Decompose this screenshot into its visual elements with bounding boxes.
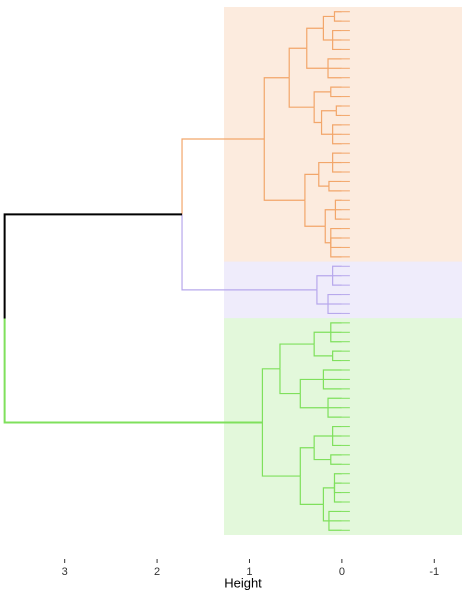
branch — [332, 275, 342, 286]
branch — [330, 86, 342, 92]
branch — [318, 174, 329, 187]
branch — [330, 454, 342, 460]
branch — [334, 199, 342, 210]
branch — [327, 304, 342, 315]
branch — [332, 152, 342, 163]
branch — [332, 29, 342, 40]
x-tick-label: 0 — [339, 566, 345, 578]
branch — [313, 344, 333, 357]
x-tick-label: -1 — [429, 566, 439, 578]
branch — [332, 425, 342, 436]
branch — [332, 134, 342, 145]
branch — [335, 105, 342, 111]
branch — [333, 487, 342, 503]
branch — [313, 91, 331, 108]
branch — [316, 275, 333, 290]
branch — [327, 293, 342, 304]
branch — [332, 40, 342, 51]
dendrogram — [3, 11, 350, 531]
branch — [288, 47, 307, 78]
branch — [332, 265, 342, 276]
branch — [328, 186, 342, 192]
branch — [304, 173, 319, 201]
branch — [332, 350, 342, 356]
branch — [322, 487, 335, 505]
branch — [330, 91, 342, 98]
branch — [313, 447, 331, 461]
branch — [333, 482, 342, 488]
branch — [322, 15, 335, 29]
branch — [334, 209, 342, 220]
branch — [324, 209, 336, 227]
branch — [306, 27, 324, 49]
branch — [332, 162, 342, 173]
cluster-bands — [224, 7, 462, 535]
branch — [322, 379, 342, 390]
branch — [299, 378, 324, 394]
branch — [330, 332, 342, 343]
branch — [3, 213, 183, 319]
branch — [328, 180, 342, 187]
x-tick-label: 3 — [62, 566, 68, 578]
branch — [318, 161, 333, 175]
branch — [330, 237, 342, 243]
branch — [320, 122, 333, 135]
branch — [333, 16, 342, 22]
branch — [181, 214, 317, 291]
branch — [263, 77, 290, 139]
branch — [330, 242, 342, 258]
branch — [313, 435, 333, 448]
branch — [299, 393, 329, 409]
branch — [330, 459, 342, 465]
branch — [263, 139, 305, 201]
branch — [333, 11, 342, 17]
branch — [327, 407, 342, 418]
branch — [332, 355, 342, 362]
branch — [330, 322, 342, 333]
branch — [332, 436, 342, 447]
branch — [332, 124, 342, 135]
branch — [313, 107, 322, 124]
branch — [328, 510, 342, 521]
branch — [299, 447, 315, 477]
x-tick-label: 1 — [246, 566, 252, 578]
branch — [320, 110, 337, 123]
branch — [328, 520, 342, 531]
branch — [327, 397, 342, 408]
branch — [279, 368, 301, 395]
branch — [322, 369, 342, 380]
branch — [313, 331, 331, 345]
branch — [299, 476, 324, 505]
x-axis-title: Height — [224, 575, 262, 590]
branch — [327, 68, 342, 79]
branch — [322, 504, 329, 522]
branch — [181, 138, 265, 215]
branch — [316, 289, 329, 305]
branch — [279, 343, 315, 369]
branch — [261, 422, 301, 477]
branch — [261, 368, 280, 423]
branch — [304, 200, 326, 227]
branch — [322, 28, 333, 41]
x-tick-label: 2 — [154, 566, 160, 578]
branch — [327, 58, 342, 69]
branch — [306, 48, 329, 69]
branch — [288, 77, 315, 108]
branch — [3, 318, 263, 424]
branch — [335, 110, 342, 117]
branch — [324, 226, 331, 244]
